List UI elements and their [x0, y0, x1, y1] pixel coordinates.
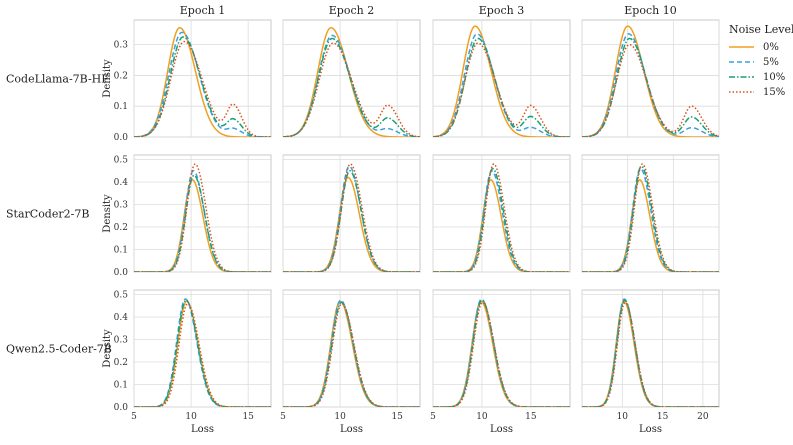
y-tick-label: 0.4 [114, 313, 129, 323]
row-label-1: StarCoder2-7B [6, 208, 89, 221]
panel-frame [133, 289, 272, 408]
panel-r1-c2 [432, 154, 571, 273]
column-title-3: Epoch 10 [624, 4, 676, 17]
series-line-0pct [283, 26, 420, 137]
panel-r0-c3 [581, 19, 720, 138]
x-tick-label: 15 [391, 412, 403, 422]
y-axis-label-2: Density [102, 329, 113, 368]
series-line-0pct [283, 300, 420, 407]
row-label-0: CodeLlama-7B-HF [6, 73, 109, 86]
y-tick-label: 0.1 [114, 381, 128, 391]
x-axis-label-3: Loss [639, 424, 662, 435]
panel-r0-c1 [282, 19, 421, 138]
y-tick-label: 0.0 [114, 403, 129, 413]
legend-entry-2: 10% [763, 72, 785, 83]
y-axis-label-0: Density [102, 59, 113, 98]
x-tick-label: 15 [242, 412, 254, 422]
x-tick-label: 10 [334, 412, 346, 422]
x-axis-label-2: Loss [490, 424, 513, 435]
panel-frame [432, 154, 571, 273]
panel-r0-c2 [432, 19, 571, 138]
column-title-1: Epoch 2 [329, 4, 374, 17]
series-line-0pct [134, 179, 271, 272]
x-tick-label: 5 [280, 412, 286, 422]
y-tick-label: 0.5 [114, 156, 129, 166]
column-title-0: Epoch 1 [180, 4, 225, 17]
legend: Noise Level 0% 5% 10% 15% [729, 23, 793, 98]
series-line-15pct [582, 163, 719, 272]
panel-r1-c0 [133, 154, 272, 273]
series-line-0pct [134, 300, 271, 407]
y-tick-label: 0.0 [114, 268, 129, 278]
x-tick-label: 15 [657, 412, 669, 422]
x-tick-label: 10 [476, 412, 488, 422]
panel-frame [432, 289, 571, 408]
y-tick-label: 0.3 [114, 336, 129, 346]
panels-layer [133, 19, 720, 408]
series-line-15pct [283, 163, 420, 272]
x-tick-label: 10 [185, 412, 197, 422]
y-tick-label: 0.0 [114, 133, 129, 143]
x-tick-label: 5 [430, 412, 436, 422]
panel-frame [282, 289, 421, 408]
series-line-5pct [283, 165, 420, 272]
series-line-0pct [433, 25, 570, 137]
series-line-10pct [582, 165, 719, 272]
panel-r2-c2 [432, 289, 571, 408]
panel-r2-c1 [282, 289, 421, 408]
series-line-10pct [134, 174, 271, 272]
y-tick-label: 0.3 [114, 41, 129, 51]
y-tick-label: 0.3 [114, 201, 129, 211]
x-tick-label: 15 [525, 412, 537, 422]
legend-entry-1: 5% [763, 57, 779, 68]
y-tick-label: 0.1 [114, 246, 128, 256]
x-tick-label: 10 [617, 412, 629, 422]
legend-title: Noise Level [729, 23, 793, 36]
y-tick-label: 0.4 [114, 178, 129, 188]
y-tick-label: 0.2 [114, 358, 128, 368]
legend-entry-0: 0% [763, 42, 779, 53]
series-line-15pct [283, 42, 420, 137]
series-line-0pct [134, 26, 271, 137]
y-tick-label: 0.5 [114, 291, 129, 301]
series-line-0pct [582, 179, 719, 272]
legend-entry-3: 15% [763, 87, 785, 98]
y-tick-label: 0.2 [114, 223, 128, 233]
x-tick-label: 5 [131, 412, 137, 422]
x-axis-label-1: Loss [340, 424, 363, 435]
panel-frame [581, 19, 720, 138]
series-line-15pct [582, 43, 719, 137]
row-label-2: Qwen2.5-Coder-7B [6, 343, 112, 356]
series-line-10pct [582, 299, 719, 407]
labels-layer: CodeLlama-7B-HFDensity0.00.10.20.3Epoch … [6, 4, 709, 435]
y-tick-label: 0.1 [114, 102, 128, 112]
series-line-10pct [134, 299, 271, 407]
panel-r1-c1 [282, 154, 421, 273]
panel-frame [282, 154, 421, 273]
panel-r2-c3 [581, 289, 720, 408]
series-line-10pct [433, 37, 570, 137]
series-line-5pct [134, 31, 271, 137]
x-axis-label-0: Loss [191, 424, 214, 435]
panel-r1-c3 [581, 154, 720, 273]
series-line-5pct [433, 170, 570, 272]
panel-r0-c0 [133, 19, 272, 138]
series-line-0pct [433, 179, 570, 272]
panel-frame [581, 154, 720, 273]
series-line-15pct [134, 302, 271, 407]
panel-r2-c0 [133, 289, 272, 408]
column-title-2: Epoch 3 [479, 4, 524, 17]
series-line-10pct [433, 167, 570, 272]
y-tick-label: 0.2 [114, 71, 128, 81]
x-tick-label: 20 [697, 412, 709, 422]
panel-frame [581, 289, 720, 408]
y-axis-label-1: Density [102, 194, 113, 233]
